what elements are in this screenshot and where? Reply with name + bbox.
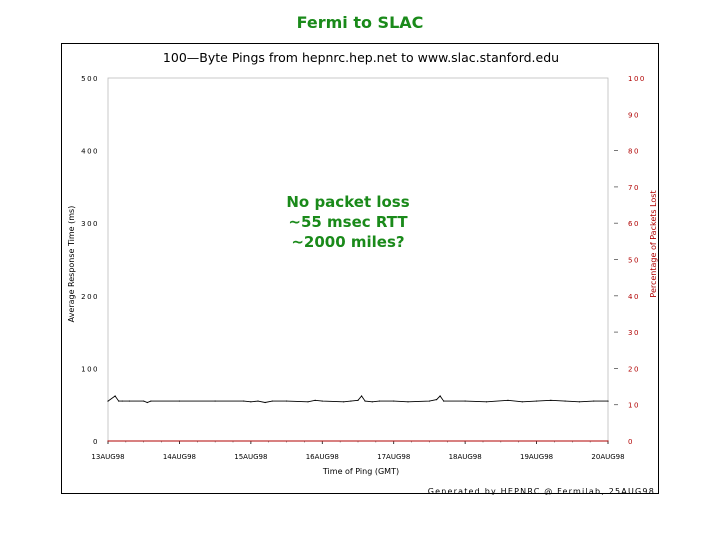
rtt-point xyxy=(178,400,181,402)
rtt-point xyxy=(464,400,466,402)
slide-title: Fermi to SLAC xyxy=(296,13,424,32)
y2-tick-label: 10 xyxy=(628,402,640,410)
y-tick-label: 100 xyxy=(81,365,99,373)
rtt-point xyxy=(285,400,288,402)
y-tick-label: 0 xyxy=(93,438,99,446)
rtt-point xyxy=(550,399,552,401)
rtt-point xyxy=(428,400,431,402)
y2-tick-label: 70 xyxy=(628,184,640,192)
rtt-point xyxy=(439,395,441,397)
x-tick-label: 17AUG98 xyxy=(377,453,410,461)
y2-tick-label: 20 xyxy=(628,365,640,373)
rtt-point xyxy=(535,400,538,402)
y2-tick-label: 30 xyxy=(628,329,640,337)
rtt-point xyxy=(443,400,445,402)
rtt-point xyxy=(143,400,145,402)
rtt-point xyxy=(507,399,509,401)
annotation-box: No packet loss ~55 msec RTT ~2000 miles? xyxy=(268,192,428,252)
rtt-point xyxy=(364,400,366,402)
rtt-point xyxy=(243,400,245,402)
rtt-point xyxy=(343,401,345,403)
y2-tick-label: 100 xyxy=(628,75,646,83)
chart-frame: 100—Byte Pings from hepnrc.hep.net to ww… xyxy=(61,43,659,495)
rtt-point xyxy=(250,401,252,403)
x-tick-label: 19AUG98 xyxy=(520,453,553,461)
y2-tick-label: 50 xyxy=(628,257,640,265)
rtt-point xyxy=(321,400,323,402)
y-tick-label: 200 xyxy=(81,293,99,301)
rtt-point xyxy=(214,400,216,402)
rtt-point xyxy=(564,400,566,402)
rtt-point xyxy=(307,401,309,403)
x-tick-label: 14AUG98 xyxy=(163,453,196,461)
x-tick-label: 15AUG98 xyxy=(234,453,267,461)
rtt-point xyxy=(521,401,523,403)
rtt-point xyxy=(314,399,316,401)
y-axis-label: Average Response Time (ms) xyxy=(67,206,76,323)
y-tick-label: 300 xyxy=(81,220,99,228)
x-tick-label: 18AUG98 xyxy=(449,453,482,461)
note-packet-loss: No packet loss xyxy=(286,193,410,211)
rtt-point xyxy=(150,400,152,402)
y-tick-label: 500 xyxy=(81,75,99,83)
packet-loss-point xyxy=(107,440,109,442)
rtt-point xyxy=(360,395,363,397)
note-rtt: ~55 msec RTT xyxy=(288,213,408,231)
rtt-point xyxy=(407,401,409,403)
chart-footer: Generated by HEPNRC @ Fermilab, 25AUG98 xyxy=(428,487,655,495)
rtt-point xyxy=(350,400,352,402)
packet-loss-point xyxy=(607,440,609,442)
rtt-point xyxy=(578,401,581,403)
rtt-point xyxy=(485,401,488,403)
rtt-point xyxy=(264,401,266,404)
rtt-point xyxy=(435,399,438,401)
y2-tick-label: 60 xyxy=(628,220,640,228)
rtt-point xyxy=(607,400,609,402)
x-tick-label: 13AUG98 xyxy=(91,453,124,461)
rtt-point xyxy=(378,400,381,402)
ping-rtt-chart: 100—Byte Pings from hepnrc.hep.net to ww… xyxy=(67,50,658,495)
note-distance: ~2000 miles? xyxy=(291,233,405,251)
x-axis-label: Time of Ping (GMT) xyxy=(322,467,399,476)
y2-tick-label: 80 xyxy=(628,148,640,156)
rtt-point xyxy=(357,399,359,401)
x-tick-label: 16AUG98 xyxy=(306,453,339,461)
y2-tick-label: 40 xyxy=(628,293,640,301)
rtt-point xyxy=(271,400,273,402)
rtt-point xyxy=(371,401,373,403)
y2-tick-label: 0 xyxy=(628,438,634,446)
rtt-point xyxy=(107,400,109,402)
rtt-point xyxy=(128,400,131,402)
rtt-point xyxy=(121,400,123,402)
y2-tick-label: 90 xyxy=(628,111,640,119)
rtt-point xyxy=(118,400,120,402)
rtt-line xyxy=(107,395,608,403)
rtt-point xyxy=(393,400,395,402)
x-tick-label: 20AUG98 xyxy=(591,453,624,461)
rtt-point xyxy=(257,400,259,402)
rtt-point xyxy=(593,400,595,402)
rtt-point xyxy=(114,395,116,397)
y-tick-label: 400 xyxy=(81,148,99,156)
y2-axis-label: Percentage of Packets Lost xyxy=(649,190,658,297)
rtt-point xyxy=(146,401,148,404)
plot-area xyxy=(107,77,609,442)
chart-title: 100—Byte Pings from hepnrc.hep.net to ww… xyxy=(163,50,559,65)
